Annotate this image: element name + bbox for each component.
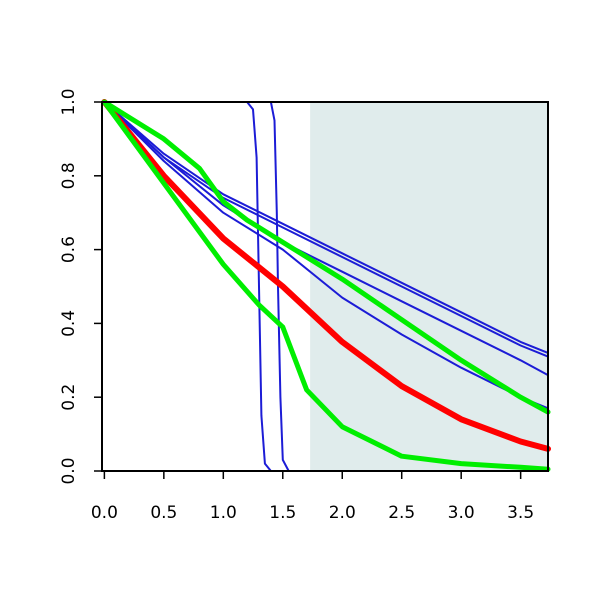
y-tick-label: 0.4	[59, 310, 79, 337]
series-layer	[101, 99, 551, 472]
axis-layer: 0.0 0.5 1.0 1.5 2.0 2.5 3.0 3.5 0.0 0.2 0.4 0.6 0.8 1…	[59, 88, 534, 523]
series-line-green-7	[101, 99, 551, 415]
y-tick-label: 0.0	[59, 457, 79, 484]
x-tick-label: 1.5	[269, 503, 296, 523]
y-tick-label: 0.2	[59, 384, 79, 411]
series-line-green-8	[101, 99, 551, 472]
plot-box	[101, 101, 549, 472]
x-tick-label: 0.5	[150, 503, 177, 523]
x-tick-label: 3.0	[448, 503, 475, 523]
x-tick-label: 2.5	[388, 503, 415, 523]
series-line-blue-1	[103, 101, 549, 354]
series-line-blue-2	[103, 101, 549, 377]
y-tick-label: 0.6	[59, 236, 79, 263]
x-tick-label: 1.0	[210, 503, 237, 523]
x-tick-label: 3.5	[507, 503, 534, 523]
shaded-region	[310, 102, 548, 471]
series-line-red-6	[101, 99, 551, 452]
x-tick-label: 0.0	[91, 503, 118, 523]
y-tick-label: 1.0	[59, 88, 79, 115]
x-tick-label: 2.0	[329, 503, 356, 523]
y-tick-label: 0.8	[59, 162, 79, 189]
series-line-blue-0	[103, 101, 549, 358]
